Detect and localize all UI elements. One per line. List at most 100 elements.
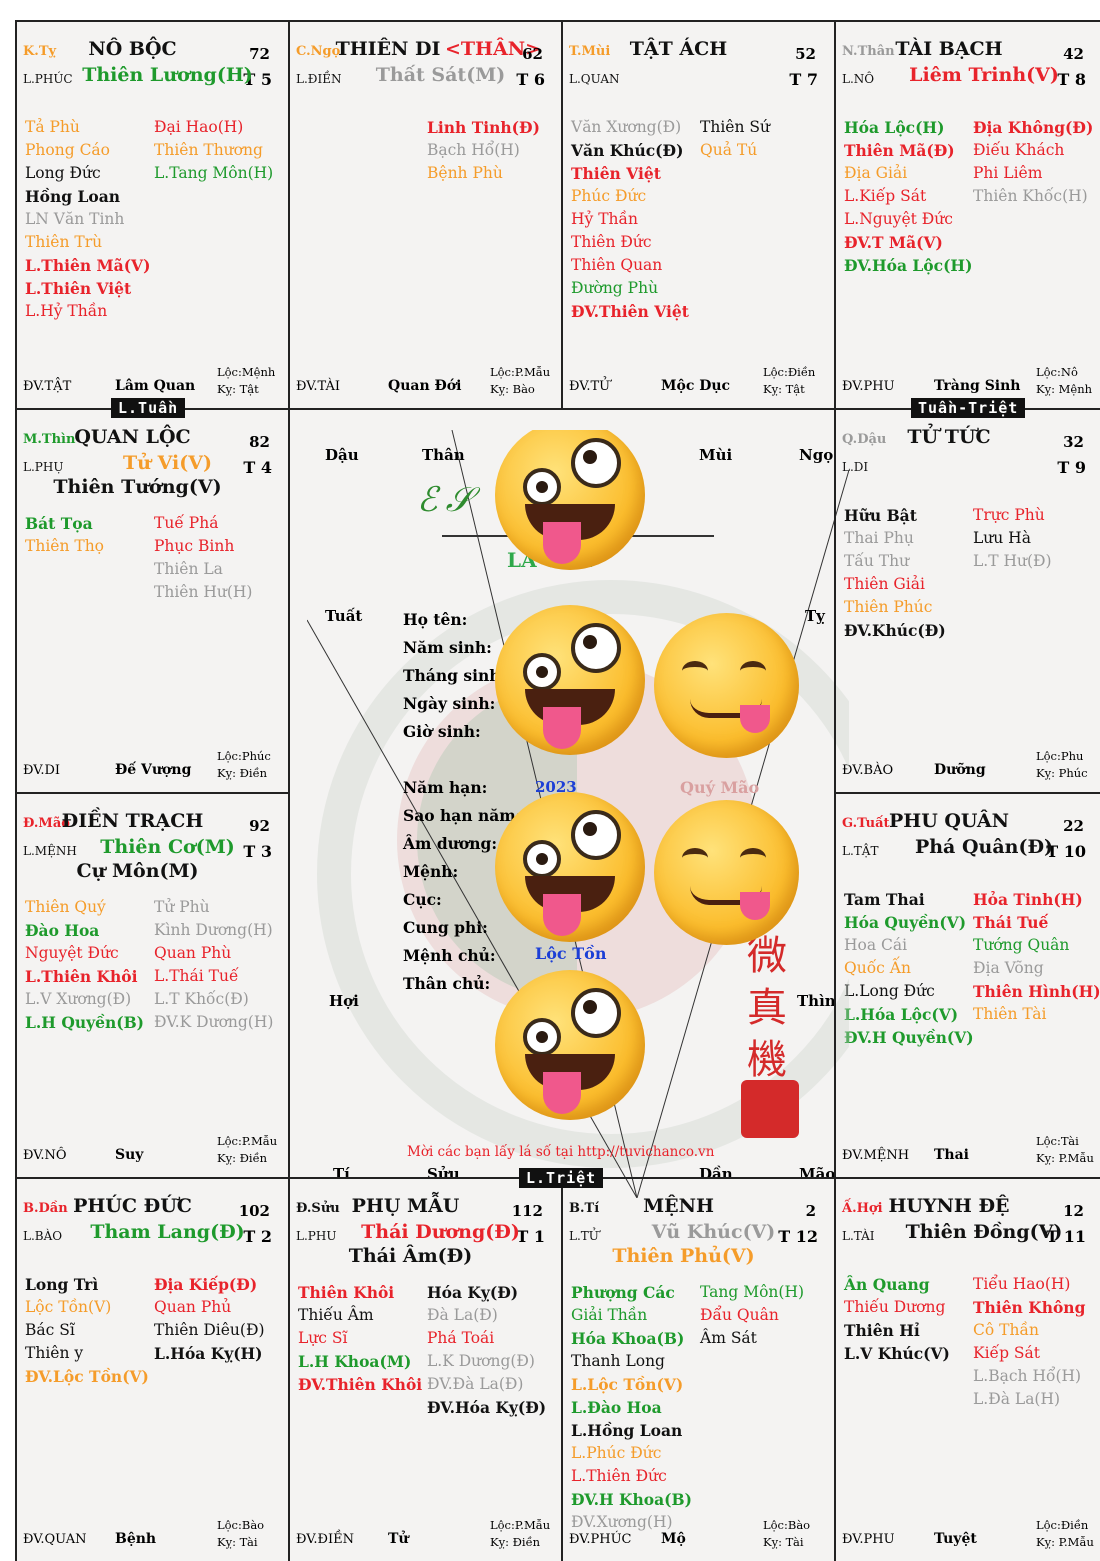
star-item: L.Thiên Đức: [571, 1467, 667, 1485]
life-stage: Dưỡng: [934, 762, 986, 778]
star-item: Lộc Tồn(V): [25, 1298, 112, 1316]
branch-tuat: Tuất: [325, 607, 363, 625]
star-item: ĐV.Hóa Kỵ(Đ): [427, 1398, 547, 1417]
seal-characters: 微真機: [747, 933, 787, 1083]
loc-ky: Lộc:Bào Kỵ: Tài: [217, 1517, 264, 1551]
palace-pm: Đ.Sửu PHỤ MẪU 112 L.PHU T 1 Thái Dương(Đ) Thái…: [290, 1179, 561, 1561]
palace-t-number: T 10: [1046, 842, 1086, 861]
main-star: Cự Môn(M): [76, 860, 199, 882]
major-period: ĐV.BÀO: [842, 763, 894, 778]
loc-text: Lộc:Mệnh: [217, 365, 276, 379]
branch-ngo: Ngọ: [799, 446, 834, 464]
palace-sub: L.MỆNH: [23, 844, 77, 858]
star-item: Hỷ Thần: [571, 210, 639, 228]
star-item: Long Đức: [25, 164, 101, 182]
life-stage: Suy: [115, 1147, 144, 1163]
palace-sub: L.BÀO: [23, 1229, 63, 1243]
stars-right: Linh Tinh(Đ) Bạch Hổ(H) Bệnh Phù: [427, 116, 540, 185]
branch-ty: Tỵ: [805, 607, 825, 625]
stars-right: Hóa Kỵ(Đ) Đà La(Đ) Phá Toái L.K Dương(Đ) ĐV.…: [427, 1281, 546, 1419]
palace-ta: T.Mùi TẬT ÁCH 52 L.QUAN T 7 Văn Xương(Đ) Văn K…: [563, 22, 834, 408]
star-item: L.Nguyệt Đức: [844, 210, 953, 228]
main-star: Tham Lang(Đ): [90, 1221, 245, 1243]
palace-than-marker: <THÂN>: [445, 38, 542, 60]
palace-position: Ấ.Hợi: [842, 1201, 883, 1216]
star-item: L.Hồng Loan: [571, 1421, 683, 1440]
info-label: Cung phi:: [403, 918, 488, 937]
star-item: Bát Tọa: [25, 514, 93, 533]
star-item: L.Lộc Tồn(V): [571, 1375, 684, 1394]
stars-right: Tuế Phá Phục Binh Thiên La Thiên Hư(H): [154, 512, 252, 604]
palace-sub: L.PHỤ: [23, 460, 64, 474]
palace-age: 32: [1063, 433, 1084, 451]
ky-text: Kỵ: Điền: [217, 766, 268, 780]
main-star: Thiên Cơ(M): [100, 836, 235, 858]
info-label: Mệnh chủ:: [403, 946, 496, 965]
tuan-triet-tag: Tuần-Triệt: [911, 398, 1026, 418]
ky-text: Kỵ: Tài: [217, 1535, 258, 1549]
life-stage: Đế Vượng: [115, 762, 192, 778]
star-item: Tuế Phá: [154, 514, 219, 532]
palace-sub: L.QUAN: [569, 72, 620, 86]
stars-left: Bát Tọa Thiên Thọ: [25, 512, 104, 558]
stars-left: Long Trì Lộc Tồn(V) Bác Sĩ Thiên y ĐV.Lộc Tồ…: [25, 1273, 149, 1388]
loc-text: Lộc:Nô: [1036, 365, 1078, 379]
palace-ql: M.Thìn QUAN LỘC 82 L.PHỤ T 4 Tử Vi(V) Thiên Tư…: [17, 410, 288, 792]
star-item: Phong Cáo: [25, 141, 111, 159]
star-item: Địa Không(Đ): [973, 118, 1094, 137]
star-item: Thiên Hư(H): [154, 583, 253, 601]
menh-chu-value: Lộc Tồn: [535, 944, 607, 963]
loc-text: Lộc:Tài: [1036, 1134, 1079, 1148]
main-star: Vũ Khúc(V): [651, 1221, 776, 1243]
palace-t-number: T 5: [243, 70, 272, 89]
loc-text: Lộc:Phu: [1036, 749, 1084, 763]
stars-right: Hỏa Tinh(H) Thái Tuế Tướng Quân Địa Võng Thi…: [973, 888, 1100, 1026]
palace-age: 102: [238, 1202, 270, 1220]
star-item: L.Hỷ Thần: [25, 302, 108, 320]
ky-text: Kỵ: Tài: [763, 1535, 804, 1549]
loc-text: Lộc:Bào: [217, 1518, 265, 1532]
star-item: Bác Sĩ: [25, 1321, 75, 1339]
loc-ky: Lộc:Nô Kỵ: Mệnh: [1036, 364, 1092, 398]
star-item: L.Đào Hoa: [571, 1398, 662, 1417]
palace-position: M.Thìn: [23, 432, 76, 447]
star-item: Hóa Lộc(H): [844, 118, 945, 137]
star-item: L.Bạch Hổ(H): [973, 1367, 1082, 1385]
palace-t-number: T 2: [243, 1227, 272, 1246]
palace-position: Đ.Mão: [23, 816, 70, 831]
triet-tag: L.Triệt: [519, 1168, 604, 1188]
star-item: Tấu Thư: [844, 552, 910, 570]
star-item: Thiên Hình(H): [973, 982, 1100, 1001]
palace-td: C.Ngọ THIÊN DI <THÂN> 62 L.ĐIỀN T 6 Thất Sát(M…: [290, 22, 561, 408]
star-item: Phi Liêm: [973, 164, 1043, 182]
star-item: ĐV.Hóa Lộc(H): [844, 256, 973, 275]
palace-t-number: T 3: [243, 842, 272, 861]
palace-age: 112: [511, 1202, 543, 1220]
star-item: ĐV.Đà La(Đ): [427, 1375, 524, 1393]
star-item: ĐV.Lộc Tồn(V): [25, 1367, 149, 1386]
seal-stamp: [741, 1080, 799, 1138]
palace-age: 52: [795, 45, 816, 63]
palace-title: PHU QUÂN: [888, 810, 1010, 832]
star-item: Giải Thần: [571, 1306, 648, 1324]
star-item: L.K Dương(Đ): [427, 1352, 535, 1370]
star-item: Âm Sát: [700, 1329, 757, 1347]
star-item: L.Thiên Khôi: [25, 967, 138, 986]
palace-t-number: T 4: [243, 458, 272, 477]
star-item: L.T Khốc(Đ): [154, 990, 249, 1008]
star-item: Thiên La: [154, 560, 223, 578]
palace-title: PHỤ MẪU: [351, 1195, 460, 1217]
star-item: Bệnh Phù: [427, 164, 503, 182]
major-period: ĐV.TỬ: [569, 379, 611, 394]
info-label: Sao hạn năm:: [403, 806, 522, 825]
major-period: ĐV.MỆNH: [842, 1148, 910, 1163]
palace-t-number: T 1: [516, 1227, 545, 1246]
ky-text: Kỵ: Điền: [217, 1151, 268, 1165]
star-item: Hóa Kỵ(Đ): [427, 1283, 519, 1302]
star-item: Cô Thần: [973, 1321, 1039, 1339]
star-item: Kiếp Sát: [973, 1344, 1041, 1362]
star-item: ĐV.Xương(H): [571, 1513, 673, 1531]
branch-than: Thân: [422, 446, 465, 464]
palace-age: 12: [1063, 1202, 1084, 1220]
star-item: L.Tang Môn(H): [154, 164, 274, 182]
